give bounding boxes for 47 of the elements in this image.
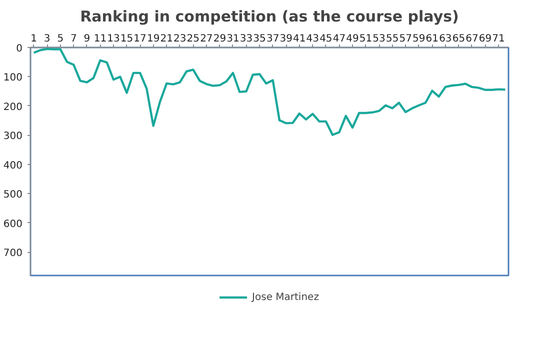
x-tick-label: 33 [240, 34, 253, 44]
y-tick-label: 400 [3, 160, 23, 172]
x-tick-label: 13 [107, 34, 120, 44]
x-tick-label: 43 [306, 34, 320, 44]
x-tick-label: 29 [213, 34, 226, 44]
x-tick-label: 15 [120, 34, 134, 44]
y-tick-label: 600 [3, 218, 23, 230]
x-tick-label: 21 [160, 34, 173, 44]
x-tick-label: 41 [293, 34, 306, 44]
x-tick-label: 27 [200, 34, 213, 44]
x-tick-label: 7 [70, 34, 77, 44]
x-tick-label: 23 [174, 34, 186, 44]
x-tick-label: 69 [478, 34, 492, 44]
x-tick-label: 19 [146, 34, 160, 44]
x-tick-label: 17 [134, 34, 146, 44]
x-tick-label: 51 [359, 34, 372, 44]
x-tick-label: 57 [399, 34, 412, 44]
y-tick-label: 300 [3, 131, 23, 142]
y-tick-label: 500 [3, 190, 23, 201]
x-tick-label: 55 [386, 34, 399, 44]
x-tick-label: 35 [253, 34, 266, 44]
x-tick-label: 47 [332, 34, 346, 44]
x-tick-label: 11 [94, 34, 107, 44]
x-tick-label: 59 [412, 34, 426, 44]
x-tick-label: 5 [57, 34, 64, 44]
x-tick-label: 1 [30, 34, 38, 44]
y-tick-label: 100 [3, 72, 23, 84]
x-tick-label: 61 [426, 34, 439, 44]
y-tick-label: 0 [16, 44, 23, 54]
x-tick-label: 49 [346, 34, 359, 44]
x-tick-label: 9 [84, 34, 90, 44]
x-tick-label: 37 [266, 34, 280, 44]
x-tick-label: 3 [44, 34, 50, 44]
x-tick-label: 39 [280, 34, 292, 44]
x-tick-label: 31 [226, 34, 240, 44]
chart-title: Ranking in competition (as the course plays) [80, 8, 459, 26]
x-tick-label: 65 [452, 34, 466, 44]
x-tick-label: 63 [439, 34, 452, 44]
legend-label: Jose Martinez [252, 292, 319, 302]
x-tick-label: 25 [186, 34, 200, 44]
y-tick-label: 200 [3, 102, 23, 113]
y-tick-label: 700 [3, 248, 23, 260]
x-tick-label: 67 [466, 34, 478, 44]
line-series [32, 48, 506, 136]
x-tick-label: 53 [372, 34, 386, 44]
x-tick-label: 71 [492, 34, 505, 44]
x-tick-label: 45 [320, 34, 332, 44]
